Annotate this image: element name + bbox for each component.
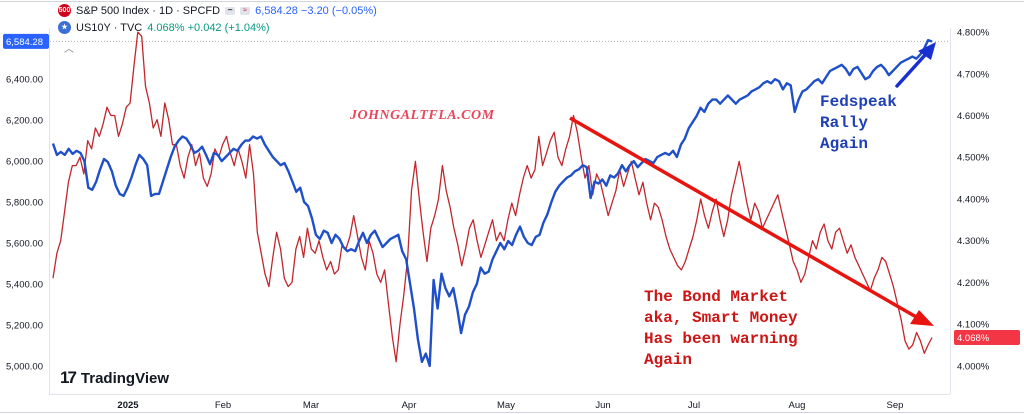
last-price-label-bg [3,33,49,49]
left-price-axis[interactable]: 6,400.00 6,200.00 6,000.00 5,800.00 5,600.00… [6,75,43,373]
left-tick-label: 6,200.00 [6,116,43,127]
time-tick-label: Jun [595,400,610,411]
time-tick-label: Mar [303,400,319,411]
annotation-line: The Bond Market [644,288,789,306]
us-flag-icon: ★ [58,21,71,34]
last-yield-label-bg [954,329,1020,345]
annotation-line: Rally [820,114,869,132]
right-tick-label: 4.000% [957,361,990,372]
time-tick-label: 2025 [117,400,139,411]
annotation-line: Fedspeak [820,93,897,111]
watermark: JOHNGALTFLA.COM [350,108,495,123]
us10y-title: US10Y · TVC [76,21,143,34]
series-layer [51,31,933,368]
right-tick-label: 4.400% [957,194,990,205]
time-tick-label: May [497,400,515,411]
right-tick-label: 4.700% [957,69,990,80]
annotation-line: Has been warning [644,330,798,348]
last-yield-label: 4.068% [957,333,990,344]
right-tick-label: 4.100% [957,320,990,331]
left-tick-label: 5,800.00 [6,198,43,209]
tradingview-wordmark: TradingView [80,369,170,387]
time-tick-label: Jul [688,400,700,411]
right-tick-label: 4.600% [957,111,990,122]
sp500-badge-icon: 500 [58,4,71,17]
left-tick-label: 6,400.00 [6,75,43,86]
time-axis[interactable]: 2025 Feb Mar Apr May Jun Jul Aug Sep [117,400,903,411]
collapse-legend-icon[interactable]: ︿ [64,44,74,55]
legend-us10y[interactable]: ★ US10Y · TVC 4.068% +0.042 (+1.04%) [58,21,270,34]
time-tick-label: Feb [215,400,231,411]
time-tick-label: Sep [887,400,904,411]
compare-icon[interactable]: ≈ [240,6,251,15]
us10y-values: 4.068% +0.042 (+1.04%) [147,21,270,34]
left-tick-label: 5,000.00 [6,361,43,372]
eye-toggle-icon[interactable]: ━ [225,6,236,15]
left-tick-label: 5,200.00 [6,320,43,331]
left-tick-label: 6,000.00 [6,157,43,168]
right-tick-label: 4.500% [957,153,990,164]
sp500-line[interactable] [51,39,933,368]
annotation-line: Again [820,135,869,153]
time-tick-label: Aug [789,400,806,411]
time-tick-label: Apr [402,400,417,411]
annotation-line: Again [644,351,693,369]
tradingview-logo[interactable]: 17 TradingView [60,368,169,388]
left-tick-label: 5,400.00 [6,279,43,290]
left-tick-label: 5,600.00 [6,239,43,250]
legend-sp500[interactable]: 500 S&P 500 Index · 1D · SPCFD ━ ≈ 6,584… [58,4,377,17]
us10y-line[interactable] [52,31,933,363]
annotation-line: aka, Smart Money [644,309,798,327]
sp500-title: S&P 500 Index · 1D · SPCFD [76,4,221,17]
right-tick-label: 4.300% [957,236,990,247]
last-price-label: 6,584.28 [6,37,43,48]
bond-market-annotation: The Bond Market aka, Smart Money Has bee… [644,287,798,371]
fedspeak-annotation: Fedspeak Rally Again [820,92,897,155]
sp500-values: 6,584.28 −3.20 (−0.05%) [255,4,377,17]
tradingview-mark-icon: 17 [60,368,77,387]
right-yield-axis[interactable]: 4.800% 4.700% 4.600% 4.500% 4.400% 4.300% 4.20… [957,28,990,373]
right-tick-label: 4.200% [957,278,990,289]
right-tick-label: 4.800% [957,28,990,39]
rally-arrow [895,42,936,88]
downtrend-arrow [569,116,934,326]
